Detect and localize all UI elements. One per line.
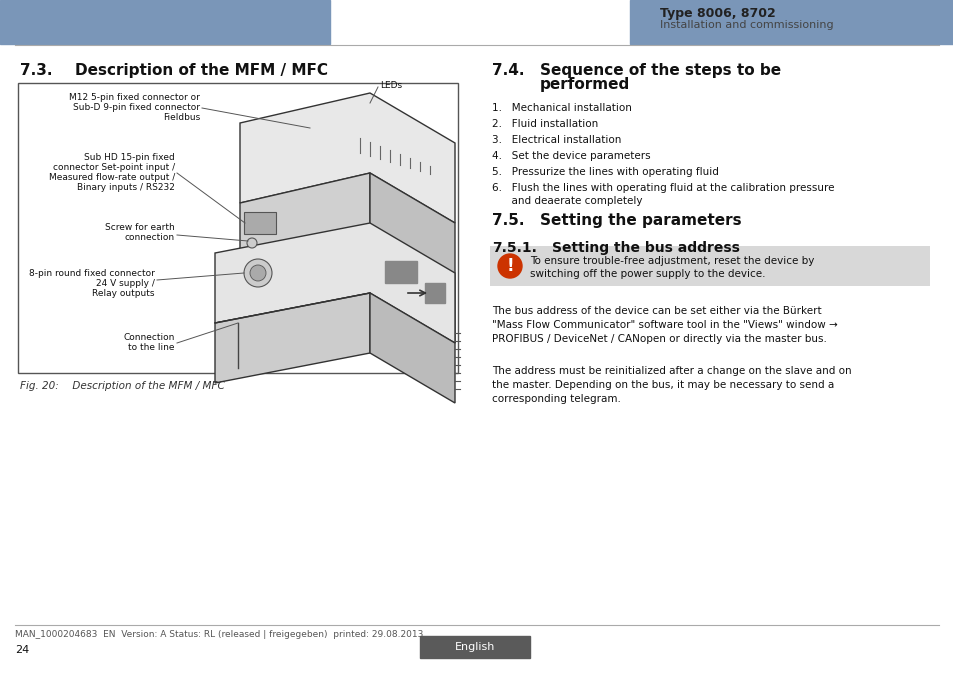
Text: 5.   Pressurize the lines with operating fluid: 5. Pressurize the lines with operating f… — [492, 167, 719, 177]
Text: bürkert: bürkert — [162, 2, 257, 24]
Text: performed: performed — [539, 77, 630, 92]
Text: M12 5-pin fixed connector or: M12 5-pin fixed connector or — [69, 94, 200, 102]
Text: FLUID CONTROL SYSTEMS: FLUID CONTROL SYSTEMS — [165, 22, 254, 28]
Text: Setting the bus address: Setting the bus address — [552, 241, 740, 255]
Text: Measured flow-rate output /: Measured flow-rate output / — [49, 174, 174, 182]
FancyBboxPatch shape — [244, 212, 275, 234]
Text: 1.   Mechanical installation: 1. Mechanical installation — [492, 103, 631, 113]
Text: 7.5.: 7.5. — [492, 213, 524, 228]
Text: English: English — [455, 642, 495, 652]
Text: The bus address of the device can be set either via the Bürkert
"Mass Flow Commu: The bus address of the device can be set… — [492, 306, 837, 344]
Bar — [424, 283, 444, 303]
Bar — [629, 0, 953, 44]
Text: 3.   Electrical installation: 3. Electrical installation — [492, 135, 620, 145]
Bar — [385, 261, 416, 283]
FancyBboxPatch shape — [18, 83, 457, 373]
Text: switching off the power supply to the device.: switching off the power supply to the de… — [530, 269, 764, 279]
Text: 8-pin round fixed connector: 8-pin round fixed connector — [30, 269, 154, 277]
Text: Sub-D 9-pin fixed connector: Sub-D 9-pin fixed connector — [73, 104, 200, 112]
Text: 7.5.1.: 7.5.1. — [492, 241, 537, 255]
Polygon shape — [214, 293, 370, 383]
Polygon shape — [240, 173, 370, 323]
Text: Binary inputs / RS232: Binary inputs / RS232 — [77, 184, 174, 192]
Bar — [419, 636, 530, 658]
Polygon shape — [214, 223, 455, 343]
Text: Setting the parameters: Setting the parameters — [539, 213, 740, 228]
Text: Connection: Connection — [124, 334, 174, 343]
Circle shape — [250, 265, 266, 281]
Text: Sequence of the steps to be: Sequence of the steps to be — [539, 63, 781, 78]
Text: connector Set-point input /: connector Set-point input / — [52, 164, 174, 172]
FancyBboxPatch shape — [490, 246, 929, 286]
Text: The address must be reinitialized after a change on the slave and on
the master.: The address must be reinitialized after … — [492, 366, 851, 404]
Text: To ensure trouble-free adjustment, reset the device by: To ensure trouble-free adjustment, reset… — [530, 256, 814, 266]
Text: 7.4.: 7.4. — [492, 63, 524, 78]
Text: to the line: to the line — [129, 343, 174, 353]
Text: !: ! — [506, 257, 514, 275]
Circle shape — [497, 254, 521, 278]
Circle shape — [247, 238, 256, 248]
Text: Relay outputs: Relay outputs — [92, 289, 154, 297]
Text: 24 V supply /: 24 V supply / — [96, 279, 154, 287]
Text: Fig. 20:  Description of the MFM / MFC: Fig. 20: Description of the MFM / MFC — [20, 381, 225, 391]
Polygon shape — [370, 293, 455, 403]
Text: Sub HD 15-pin fixed: Sub HD 15-pin fixed — [84, 153, 174, 162]
Text: 24: 24 — [15, 645, 30, 655]
Text: Screw for earth: Screw for earth — [105, 223, 174, 232]
Text: LEDs: LEDs — [379, 81, 402, 90]
Text: 7.3.: 7.3. — [20, 63, 52, 78]
Polygon shape — [240, 93, 455, 223]
Text: MAN_1000204683  EN  Version: A Status: RL (released | freigegeben)  printed: 29.: MAN_1000204683 EN Version: A Status: RL … — [15, 630, 423, 639]
Text: connection: connection — [125, 234, 174, 242]
Polygon shape — [370, 173, 455, 343]
Text: Type 8006, 8702: Type 8006, 8702 — [659, 7, 775, 20]
Text: Installation and commissioning: Installation and commissioning — [659, 20, 833, 30]
Text: Fieldbus: Fieldbus — [163, 114, 200, 122]
Text: 2.   Fluid installation: 2. Fluid installation — [492, 119, 598, 129]
Bar — [0, 0, 330, 44]
Text: 6.   Flush the lines with operating fluid at the calibration pressure
      and : 6. Flush the lines with operating fluid … — [492, 183, 834, 206]
Text: 4.   Set the device parameters: 4. Set the device parameters — [492, 151, 650, 161]
Text: Description of the MFM / MFC: Description of the MFM / MFC — [75, 63, 328, 78]
Circle shape — [244, 259, 272, 287]
